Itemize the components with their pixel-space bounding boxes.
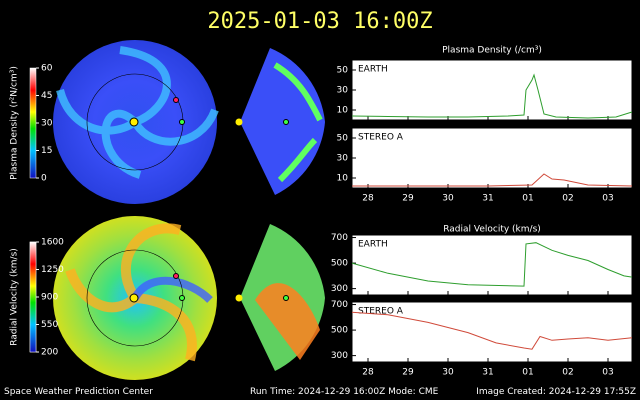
x-tick-label: 03 xyxy=(602,368,613,378)
x-tick-label: 31 xyxy=(482,368,493,378)
panel xyxy=(351,127,633,189)
data-line xyxy=(351,73,633,119)
colorbar-tick-label: 30 xyxy=(41,119,53,129)
panel-name: EARTH xyxy=(358,240,388,250)
chart-title: Radial Velocity (km/s) xyxy=(443,225,541,235)
panel-name: STEREO A xyxy=(358,133,404,143)
y-tick-label: 10 xyxy=(337,106,349,116)
y-tick-label: 700 xyxy=(331,233,348,243)
panel xyxy=(351,234,633,296)
velocity-model-view xyxy=(53,216,325,380)
colorbar-label: Plasma Density (r²N/cm³) xyxy=(10,66,20,180)
y-tick-label: 10 xyxy=(337,174,349,184)
panel-name: EARTH xyxy=(358,65,388,75)
x-tick-label: 30 xyxy=(442,194,454,204)
colorbar-tick-label: 550 xyxy=(41,320,58,330)
x-tick-label: 01 xyxy=(522,194,533,204)
colorbar xyxy=(29,67,37,179)
footer-center: Space Weather Prediction Center xyxy=(4,387,153,397)
x-tick-label: 02 xyxy=(562,368,573,378)
x-tick-label: 30 xyxy=(442,368,454,378)
x-tick-label: 29 xyxy=(402,194,414,204)
panel xyxy=(351,301,633,363)
colorbar-tick-label: 200 xyxy=(41,348,58,358)
density-model-view xyxy=(53,40,325,204)
x-tick-label: 31 xyxy=(482,194,493,204)
data-line xyxy=(351,242,633,287)
colorbar-tick-label: 900 xyxy=(41,293,58,303)
x-tick-label: 02 xyxy=(562,194,573,204)
y-tick-label: 500 xyxy=(331,259,348,269)
y-tick-label: 30 xyxy=(337,86,349,96)
y-tick-label: 300 xyxy=(331,284,348,294)
x-tick-label: 29 xyxy=(402,368,414,378)
footer-created: Image Created: 2024-12-29 17:55Z xyxy=(476,387,636,397)
page-title: 2025-01-03 16:00Z xyxy=(207,9,432,34)
colorbar-tick-label: 0 xyxy=(41,174,47,184)
x-tick-label: 01 xyxy=(522,368,533,378)
colorbar-tick-label: 45 xyxy=(41,91,52,101)
y-tick-label: 50 xyxy=(337,134,349,144)
colorbar-tick-label: 60 xyxy=(41,64,53,74)
colorbar-tick-label: 1250 xyxy=(41,265,64,275)
data-line xyxy=(351,311,633,350)
chart-title: Plasma Density (/cm³) xyxy=(442,46,542,56)
colorbar-tick-label: 1600 xyxy=(41,238,64,248)
footer-run: Run Time: 2024-12-29 16:00Z Mode: CME xyxy=(250,387,439,397)
colorbar xyxy=(29,241,37,353)
y-tick-label: 50 xyxy=(337,66,349,76)
panel xyxy=(351,59,633,121)
x-tick-label: 28 xyxy=(362,194,374,204)
x-tick-label: 03 xyxy=(602,194,613,204)
y-tick-label: 300 xyxy=(331,351,348,361)
y-tick-label: 30 xyxy=(337,154,349,164)
y-tick-label: 500 xyxy=(331,326,348,336)
colorbar-tick-label: 15 xyxy=(41,146,52,156)
data-line xyxy=(352,173,633,187)
colorbar-label: Radial Velocity (km/s) xyxy=(10,248,20,346)
x-tick-label: 28 xyxy=(362,368,374,378)
y-tick-label: 700 xyxy=(331,300,348,310)
panel-name: STEREO A xyxy=(358,307,404,317)
